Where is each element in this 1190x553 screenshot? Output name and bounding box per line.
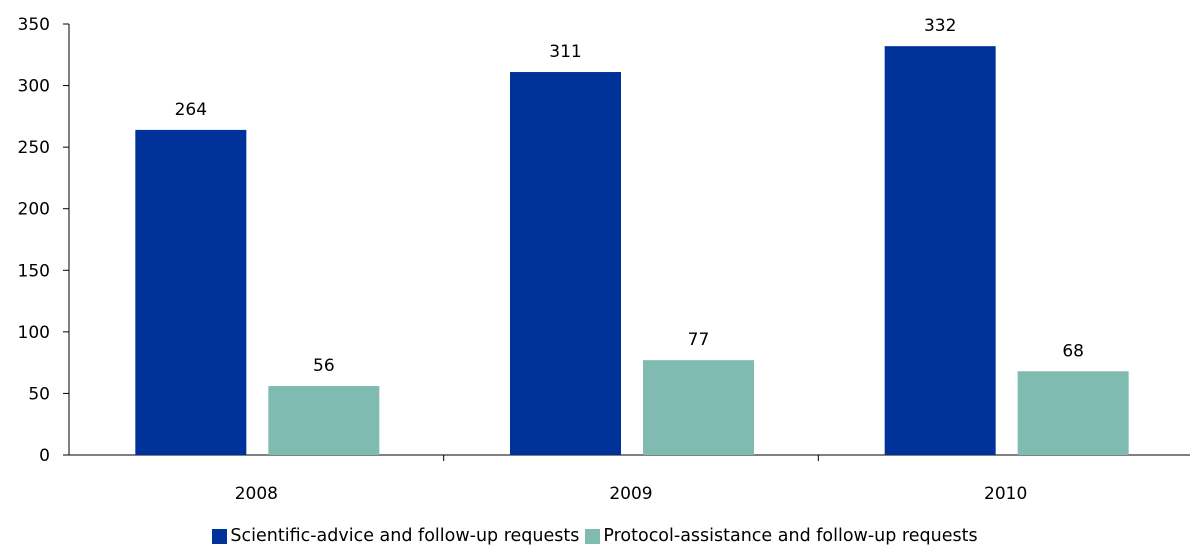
bars <box>135 46 1129 456</box>
y-tick-label: 350 <box>18 15 50 35</box>
y-tick-label: 50 <box>28 384 50 404</box>
legend-swatch <box>212 528 228 544</box>
y-tick-label: 100 <box>18 323 50 343</box>
axes: 0 50 100 150 200 250 300 350 2008 2009 2010 <box>18 15 1190 504</box>
bar <box>884 46 996 456</box>
bar <box>510 72 621 456</box>
legend-label: Protocol-assistance and follow-up reques… <box>603 526 978 546</box>
y-tick-label: 150 <box>18 261 50 281</box>
bar-chart-plot: 0 50 100 150 200 250 300 350 2008 2009 2010 264 56 3… <box>18 15 1190 504</box>
legend-item-scientific-advice: Scientific-advice and follow-up requests <box>212 526 579 546</box>
bar <box>643 360 754 455</box>
legend-swatch <box>585 528 601 544</box>
y-tick-label: 250 <box>18 138 50 158</box>
x-tick-label: 2010 <box>984 484 1027 504</box>
bar-value-label: 77 <box>688 330 710 350</box>
y-tick-label: 200 <box>18 200 50 220</box>
legend: Scientific-advice and follow-up requests… <box>0 526 1190 546</box>
bar <box>1017 371 1129 455</box>
bar-value-label: 332 <box>924 16 956 36</box>
bar-value-label: 68 <box>1062 341 1084 361</box>
bar <box>135 129 247 455</box>
x-tick-label: 2008 <box>235 484 278 504</box>
y-tick-label: 0 <box>39 446 50 466</box>
data-labels: 264 56 311 77 332 68 <box>175 16 1084 376</box>
y-tick-label: 300 <box>18 77 50 97</box>
bar <box>268 386 380 455</box>
x-tick-label: 2009 <box>609 484 652 504</box>
legend-item-protocol-assistance: Protocol-assistance and follow-up reques… <box>585 526 978 546</box>
legend-label: Scientific-advice and follow-up requests <box>230 526 580 546</box>
bar-value-label: 311 <box>549 42 581 62</box>
bar-value-label: 264 <box>175 100 207 120</box>
bar-value-label: 56 <box>313 356 335 376</box>
